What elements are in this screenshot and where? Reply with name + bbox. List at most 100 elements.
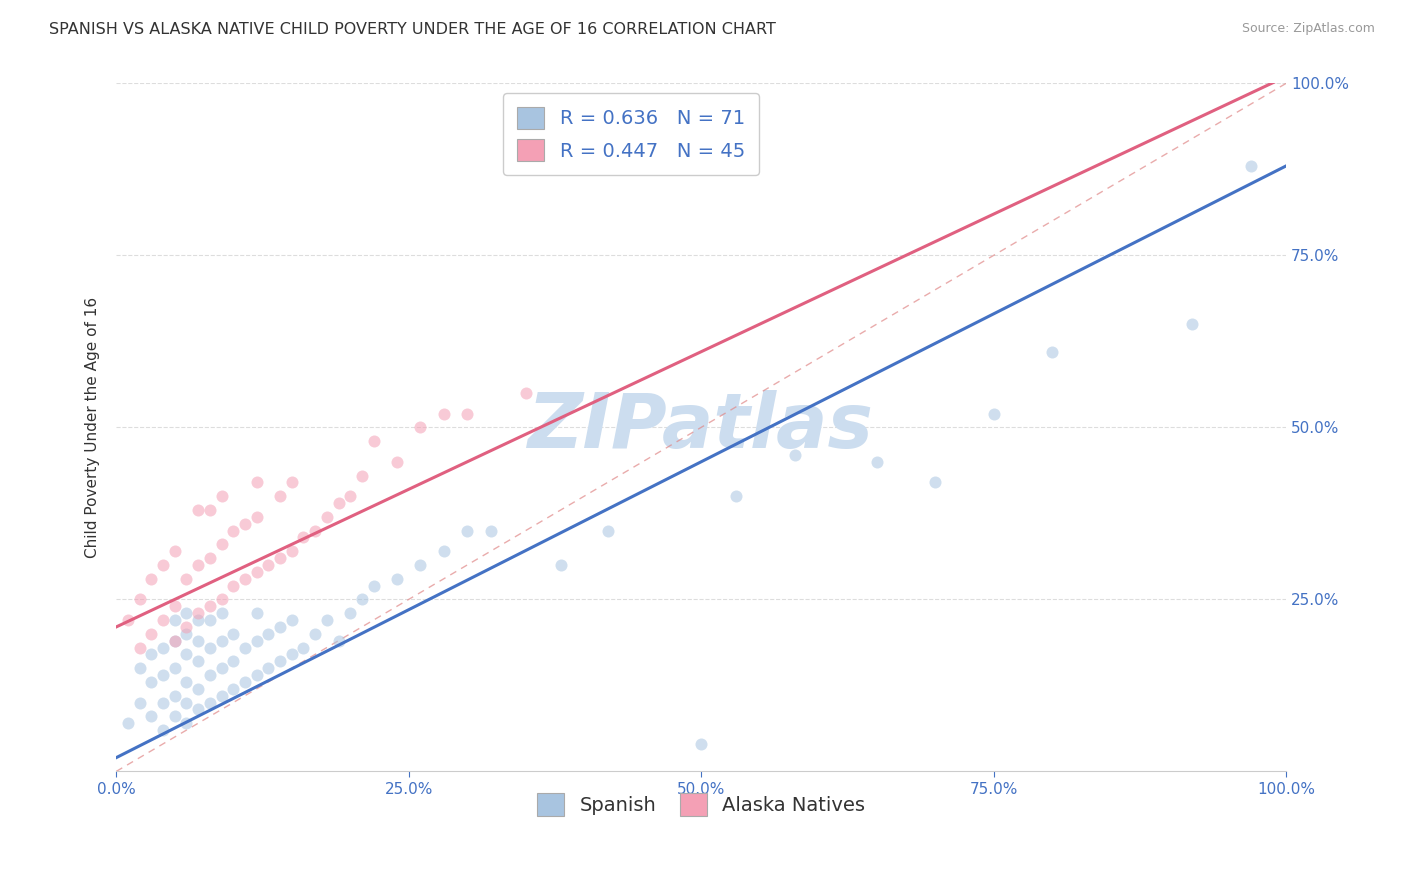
Point <box>246 509 269 524</box>
Point <box>690 737 713 751</box>
Point <box>328 496 350 510</box>
Y-axis label: Child Poverty Under the Age of 16: Child Poverty Under the Age of 16 <box>86 297 100 558</box>
Point <box>222 627 245 641</box>
Point <box>117 613 139 627</box>
Point <box>350 468 373 483</box>
Text: Source: ZipAtlas.com: Source: ZipAtlas.com <box>1241 22 1375 36</box>
Point <box>152 613 174 627</box>
Point <box>292 531 315 545</box>
Point <box>176 620 198 634</box>
Point <box>198 551 221 566</box>
Point <box>315 509 337 524</box>
Point <box>257 661 280 675</box>
Point <box>1040 344 1063 359</box>
Point <box>269 551 291 566</box>
Point <box>783 448 806 462</box>
Point <box>187 633 209 648</box>
Point <box>198 640 221 655</box>
Point <box>128 661 150 675</box>
Point <box>152 640 174 655</box>
Point <box>163 633 186 648</box>
Point <box>211 489 233 503</box>
Point <box>187 558 209 572</box>
Point <box>233 572 256 586</box>
Point <box>163 633 186 648</box>
Point <box>176 716 198 731</box>
Text: ZIPatlas: ZIPatlas <box>529 391 875 465</box>
Point <box>176 696 198 710</box>
Point <box>141 709 163 723</box>
Point <box>163 709 186 723</box>
Point <box>269 489 291 503</box>
Point <box>233 640 256 655</box>
Point <box>152 723 174 738</box>
Point <box>246 475 269 490</box>
Point <box>198 599 221 614</box>
Point <box>163 613 186 627</box>
Point <box>409 420 432 434</box>
Point <box>163 689 186 703</box>
Point <box>211 633 233 648</box>
Point <box>128 640 150 655</box>
Point <box>550 558 572 572</box>
Point <box>176 606 198 620</box>
Point <box>257 627 280 641</box>
Point <box>176 675 198 690</box>
Point <box>176 627 198 641</box>
Point <box>152 696 174 710</box>
Point <box>187 654 209 668</box>
Point <box>479 524 502 538</box>
Point <box>198 696 221 710</box>
Point <box>211 661 233 675</box>
Point <box>141 675 163 690</box>
Point <box>1240 159 1263 173</box>
Point <box>198 613 221 627</box>
Point <box>176 572 198 586</box>
Point <box>456 407 478 421</box>
Point <box>725 489 748 503</box>
Point <box>211 592 233 607</box>
Point <box>246 633 269 648</box>
Point <box>433 407 456 421</box>
Point <box>339 489 361 503</box>
Point <box>117 716 139 731</box>
Point <box>339 606 361 620</box>
Point <box>246 606 269 620</box>
Point <box>187 606 209 620</box>
Point <box>304 627 326 641</box>
Point <box>280 613 302 627</box>
Point <box>328 633 350 648</box>
Point <box>222 654 245 668</box>
Point <box>363 434 385 449</box>
Point <box>141 648 163 662</box>
Point <box>1181 317 1204 331</box>
Point <box>187 702 209 716</box>
Point <box>211 606 233 620</box>
Point <box>198 668 221 682</box>
Point <box>233 516 256 531</box>
Point <box>385 572 408 586</box>
Point <box>152 668 174 682</box>
Point <box>363 579 385 593</box>
Point <box>211 689 233 703</box>
Point <box>141 627 163 641</box>
Point <box>269 620 291 634</box>
Point <box>233 675 256 690</box>
Text: SPANISH VS ALASKA NATIVE CHILD POVERTY UNDER THE AGE OF 16 CORRELATION CHART: SPANISH VS ALASKA NATIVE CHILD POVERTY U… <box>49 22 776 37</box>
Point <box>924 475 946 490</box>
Point <box>211 537 233 551</box>
Point <box>152 558 174 572</box>
Point <box>257 558 280 572</box>
Point <box>280 544 302 558</box>
Point <box>385 455 408 469</box>
Point <box>456 524 478 538</box>
Point <box>198 503 221 517</box>
Point <box>865 455 887 469</box>
Point <box>246 565 269 579</box>
Point <box>222 681 245 696</box>
Point <box>409 558 432 572</box>
Point <box>163 599 186 614</box>
Point <box>187 613 209 627</box>
Point <box>515 386 537 401</box>
Point <box>222 524 245 538</box>
